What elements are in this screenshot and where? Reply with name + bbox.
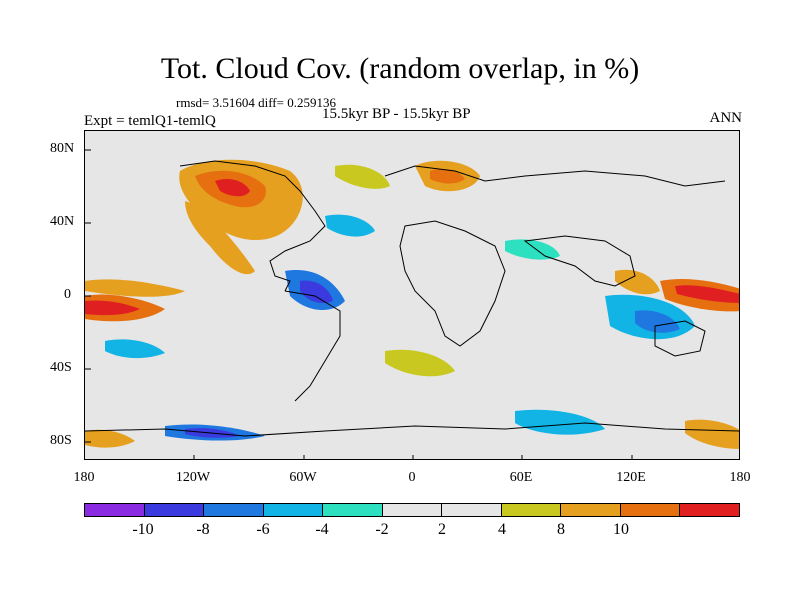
lon-label-180e: 180 — [729, 470, 751, 485]
lon-label-120w: 120W — [175, 470, 211, 485]
colorbar-label: 8 — [557, 521, 565, 538]
period-label: 15.5kyr BP - 15.5kyr BP — [322, 106, 471, 122]
lat-label-0: 0 — [64, 287, 71, 302]
map-title: Tot. Cloud Cov. (random overlap, in %) — [160, 52, 640, 85]
colorbar-label: -10 — [132, 521, 154, 538]
cloud-cover-field — [85, 149, 739, 459]
colorbar — [84, 503, 740, 517]
map-panel — [84, 130, 740, 460]
lon-label-0: 0 — [408, 470, 416, 485]
lon-label-60w: 60W — [289, 470, 317, 485]
colorbar-segment — [442, 504, 502, 516]
colorbar-label: -4 — [315, 521, 329, 538]
lon-label-180w: 180 — [73, 470, 95, 485]
colorbar-segment — [382, 504, 443, 516]
colorbar-segment — [85, 504, 145, 516]
colorbar-label: -8 — [196, 521, 210, 538]
colorbar-label: 10 — [613, 521, 629, 538]
lat-label-80s: 80S — [50, 433, 72, 448]
colorbar-segment — [144, 504, 205, 516]
axis-ticks — [85, 149, 633, 459]
colorbar-segment — [620, 504, 681, 516]
colorbar-segment — [680, 504, 740, 516]
lat-label-40n: 40N — [50, 214, 75, 229]
experiment-label: Expt = temlQ1-temlQ — [84, 113, 216, 129]
lon-label-60e: 60E — [509, 470, 533, 485]
colorbar-segment — [204, 504, 264, 516]
stats-label: rmsd= 3.51604 diff= 0.259136 — [176, 95, 336, 110]
colorbar-label: -2 — [375, 521, 389, 538]
colorbar-segment — [501, 504, 562, 516]
coastlines — [85, 160, 739, 437]
colorbar-segment — [561, 504, 621, 516]
anomaly-contours — [85, 159, 739, 449]
colorbar-segment — [323, 504, 383, 516]
lat-label-80n: 80N — [50, 141, 75, 156]
colorbar-label: 2 — [438, 521, 446, 538]
season-label: ANN — [709, 110, 743, 126]
colorbar-segment — [263, 504, 324, 516]
lon-label-120e: 120E — [616, 470, 646, 485]
colorbar-label: -6 — [256, 521, 270, 538]
lat-label-40s: 40S — [50, 360, 72, 375]
colorbar-label: 4 — [498, 521, 506, 538]
